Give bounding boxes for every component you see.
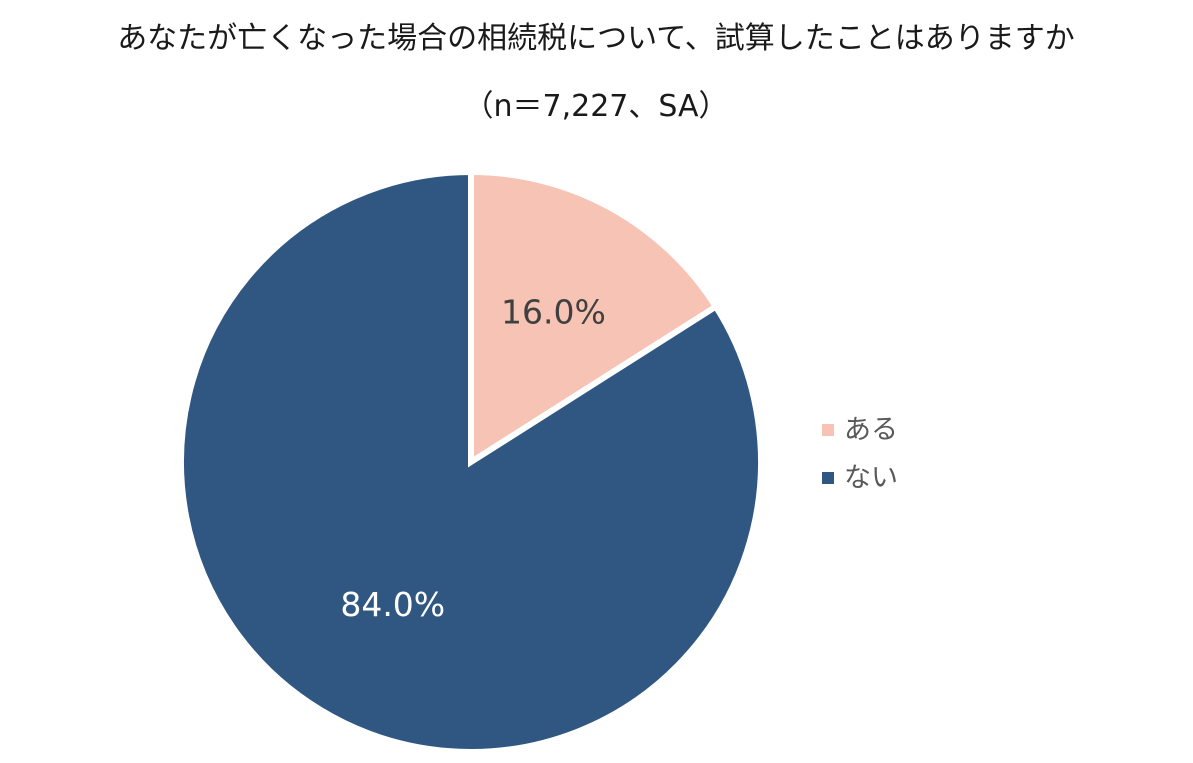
chart-title: あなたが亡くなった場合の相続税について、試算したことはありますか （n＝7,22…: [117, 21, 1075, 124]
pie-slice-1: [468, 168, 720, 468]
chart-subtitle: （n＝7,227、SA）: [463, 89, 728, 124]
pie-slices: [178, 168, 764, 755]
legend-label-1: ある: [844, 415, 898, 446]
data-label-2: 84.0%: [340, 585, 445, 624]
data-label-1: 16.0%: [501, 293, 606, 332]
legend-swatch-2: [822, 472, 834, 484]
legend-swatch-1: [822, 424, 834, 436]
pie-data-labels: 16.0% 84.0%: [340, 293, 606, 624]
chart-title-line-1: あなたが亡くなった場合の相続税について、試算したことはありますか: [117, 21, 1075, 56]
legend-label-2: ない: [844, 463, 898, 494]
pie-slice-2: [178, 168, 764, 755]
